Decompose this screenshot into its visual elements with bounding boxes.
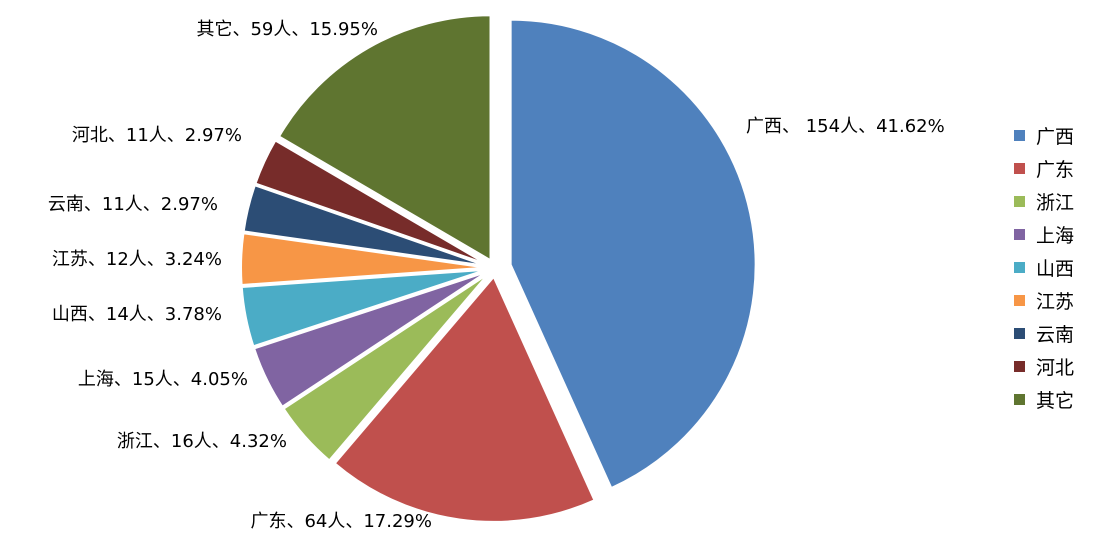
- legend-swatch: [1014, 262, 1025, 273]
- legend-swatch: [1014, 163, 1025, 174]
- pie-slice-广东: [333, 275, 596, 523]
- legend-item-江苏: 江苏: [1014, 284, 1074, 317]
- legend-item-云南: 云南: [1014, 317, 1074, 350]
- legend-label: 广西: [1036, 126, 1075, 148]
- legend-label: 其它: [1036, 390, 1075, 412]
- slice-label-浙江: 浙江、16人、4.32%: [117, 431, 287, 452]
- pie-slice-上海: [252, 270, 488, 409]
- pie-slice-山西: [240, 268, 487, 348]
- legend-swatch: [1014, 229, 1025, 240]
- pie-slice-其它: [277, 14, 492, 262]
- pie-slice-河北: [254, 139, 488, 266]
- legend-item-浙江: 浙江: [1014, 185, 1074, 218]
- legend: 广西广东浙江上海山西江苏云南河北其它: [1014, 119, 1074, 416]
- slice-label-上海: 上海、15人、4.05%: [78, 369, 248, 390]
- slice-label-其它: 其它、59人、15.95%: [196, 19, 378, 40]
- legend-label: 浙江: [1036, 192, 1075, 214]
- slice-label-广西: 广西、 154人、41.62%: [746, 116, 945, 137]
- legend-swatch: [1014, 394, 1025, 405]
- legend-item-其它: 其它: [1014, 383, 1074, 416]
- legend-label: 山西: [1036, 258, 1075, 280]
- legend-swatch: [1014, 130, 1025, 141]
- legend-swatch: [1014, 361, 1025, 372]
- pie-slice-浙江: [282, 273, 490, 462]
- slice-label-山西: 山西、14人、3.78%: [52, 304, 222, 325]
- slice-label-江苏: 江苏、12人、3.24%: [52, 249, 222, 270]
- slice-labels: 广西、 154人、41.62% 广东、64人、17.29% 浙江、16人、4.32%…: [48, 19, 945, 532]
- pie-slice-江苏: [240, 232, 487, 287]
- legend-item-广西: 广西: [1014, 119, 1074, 152]
- legend-swatch: [1014, 295, 1025, 306]
- pie-slice-云南: [242, 183, 487, 267]
- pie-slice-广西: [509, 18, 757, 490]
- legend-item-河北: 河北: [1014, 350, 1074, 383]
- slice-label-河北: 河北、11人、2.97%: [72, 125, 242, 146]
- legend-item-广东: 广东: [1014, 152, 1074, 185]
- legend-label: 江苏: [1036, 291, 1075, 313]
- legend-label: 广东: [1036, 159, 1075, 181]
- legend-item-上海: 上海: [1014, 218, 1074, 251]
- legend-label: 云南: [1036, 324, 1075, 346]
- slice-label-广东: 广东、64人、17.29%: [250, 511, 432, 532]
- legend-swatch: [1014, 196, 1025, 207]
- slice-label-云南: 云南、11人、2.97%: [48, 194, 218, 215]
- legend-label: 上海: [1036, 225, 1075, 247]
- legend-swatch: [1014, 328, 1025, 339]
- legend-item-山西: 山西: [1014, 251, 1074, 284]
- legend-label: 河北: [1036, 357, 1075, 379]
- pie-slices: [240, 14, 757, 523]
